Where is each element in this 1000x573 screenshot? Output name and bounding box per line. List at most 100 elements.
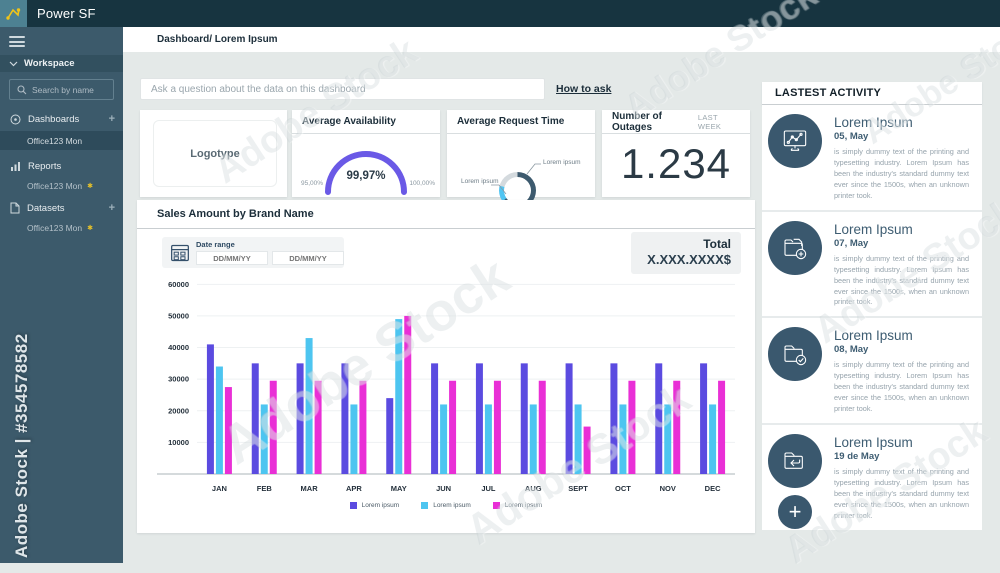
availability-gauge: 99,97% 95,00% 100,00% (292, 134, 440, 196)
logotype-card[interactable]: Logotype (140, 110, 287, 197)
menu-icon[interactable] (9, 36, 25, 48)
workspace-selector[interactable]: Workspace (0, 55, 123, 72)
how-to-ask-link[interactable]: How to ask (556, 83, 612, 95)
sidebar-item-datasets[interactable]: Datasets + (0, 199, 123, 217)
bar-mar-series1[interactable] (296, 363, 304, 474)
activity-item-3[interactable]: Lorem Ipsum 08, May is simply dummy text… (762, 318, 982, 426)
bar-jan-series3[interactable] (224, 387, 232, 474)
bar-aug-series3[interactable] (538, 380, 546, 474)
sidebar-subitem-report[interactable]: Office123 Mon ✱ (0, 176, 123, 195)
total-label: Total (703, 237, 731, 251)
section-label: Datasets (27, 202, 65, 214)
bar-jun-series3[interactable] (449, 380, 457, 474)
bar-dec-series1[interactable] (700, 363, 708, 474)
legend-item[interactable]: Lorem ipsum (492, 502, 543, 509)
logotype-placeholder: Logotype (153, 120, 277, 187)
bar-feb-series1[interactable] (251, 363, 259, 474)
bar-jun-series1[interactable] (431, 363, 439, 474)
bar-apr-series1[interactable] (341, 363, 349, 474)
ask-question-input[interactable] (140, 78, 545, 100)
bar-may-series1[interactable] (386, 398, 394, 474)
bar-apr-series3[interactable] (359, 380, 367, 474)
request-time-card[interactable]: Average Request Time Lorem ipsum Lorem i… (447, 110, 595, 209)
date-from-input[interactable] (196, 251, 268, 265)
x-tick-label: JUL (481, 484, 496, 493)
logotype-label: Logotype (190, 147, 240, 160)
bar-mar-series2[interactable] (305, 338, 313, 474)
bar-mar-series3[interactable] (314, 380, 322, 474)
bar-feb-series3[interactable] (269, 380, 277, 474)
bar-nov-series3[interactable] (673, 380, 681, 474)
bar-may-series3[interactable] (404, 315, 412, 474)
bar-jul-series3[interactable] (493, 380, 501, 474)
bar-dec-series2[interactable] (709, 404, 717, 474)
legend-item[interactable]: Lorem ipsum (349, 502, 399, 509)
y-tick-label: 60000 (168, 280, 189, 289)
legend-label: Lorem ipsum (504, 502, 543, 509)
activity-item-title: Lorem Ipsum (834, 328, 913, 344)
bar-aug-series2[interactable] (529, 404, 537, 474)
line-chart-icon (6, 8, 21, 20)
availability-card[interactable]: Average Availability 99,97% 95,00% 100,0… (292, 110, 440, 197)
request-time-donut: Lorem ipsum Lorem ipsum (447, 134, 595, 209)
gauge-max-label: 100,00% (409, 180, 435, 187)
bar-oct-series3[interactable] (628, 380, 636, 474)
y-tick-label: 30000 (168, 375, 189, 384)
bar-jan-series2[interactable] (215, 366, 223, 474)
sidebar-search[interactable] (9, 79, 114, 100)
bar-may-series2[interactable] (395, 319, 403, 474)
bar-sept-series1[interactable] (565, 363, 573, 474)
calendar-icon[interactable] (170, 241, 190, 265)
donut-callout-lines (491, 163, 541, 195)
search-icon (17, 84, 27, 94)
sales-title: Sales Amount by Brand Name (157, 208, 314, 220)
card-title: Average Availability (302, 116, 396, 127)
folder-add-icon (768, 220, 822, 275)
bar-sept-series2[interactable] (574, 404, 582, 474)
bar-dec-series3[interactable] (718, 380, 726, 474)
sidebar-item-dashboards[interactable]: Dashboards + (0, 110, 123, 128)
bar-nov-series2[interactable] (664, 404, 672, 474)
outages-value: 1.234 (620, 140, 732, 187)
x-tick-label: MAR (301, 484, 319, 493)
bar-jun-series2[interactable] (440, 404, 448, 474)
sidebar-item-reports[interactable]: Reports (0, 157, 123, 175)
card-title: Number of Outages (612, 110, 662, 133)
sidebar-subitem-dataset[interactable]: Office123 Mon ✱ (0, 218, 123, 237)
bar-apr-series2[interactable] (350, 404, 358, 474)
add-dataset-button[interactable]: + (108, 202, 115, 214)
bar-oct-series2[interactable] (619, 404, 627, 474)
x-tick-label: SEPT (568, 484, 588, 493)
date-to-input[interactable] (272, 251, 344, 265)
x-tick-label: DEC (705, 484, 721, 493)
sidebar-subitem-dashboard[interactable]: Office123 Mon (0, 131, 123, 150)
bar-aug-series1[interactable] (520, 363, 528, 474)
add-activity-button[interactable]: + (778, 495, 812, 529)
bar-feb-series2[interactable] (260, 404, 268, 474)
card-header: Average Request Time (447, 110, 595, 134)
bar-sept-series3[interactable] (583, 426, 591, 474)
sidebar-search-input[interactable] (32, 84, 102, 95)
breadcrumb[interactable]: Dashboard/ Lorem Ipsum (157, 34, 278, 45)
y-tick-label: 20000 (168, 406, 189, 415)
activity-item-1[interactable]: Lorem Ipsum 05, May is simply dummy text… (762, 105, 982, 212)
activity-item-title: Lorem Ipsum (834, 221, 913, 237)
legend-item[interactable]: Lorem ipsum (421, 502, 471, 509)
subitem-label: Office123 Mon (27, 135, 83, 146)
x-tick-label: APR (346, 484, 362, 493)
bar-jan-series1[interactable] (206, 344, 214, 474)
activity-item-2[interactable]: Lorem Ipsum 07, May is simply dummy text… (762, 211, 982, 319)
app-title: Power SF (37, 6, 96, 21)
legend-swatch (349, 502, 357, 509)
star-icon: ✱ (87, 224, 94, 232)
add-dashboard-button[interactable]: + (108, 113, 115, 125)
breadcrumb-band: Dashboard/ Lorem Ipsum (123, 27, 1000, 52)
section-label: Dashboards (28, 113, 80, 125)
bar-nov-series1[interactable] (655, 363, 663, 474)
bar-oct-series1[interactable] (610, 363, 618, 474)
bar-jul-series1[interactable] (475, 363, 483, 474)
total-value: X.XXX.XXXX$ (647, 252, 731, 267)
donut-hole (504, 177, 531, 204)
outages-card[interactable]: Number of Outages LAST WEEK 1.234 (602, 110, 750, 197)
bar-jul-series2[interactable] (484, 404, 492, 474)
